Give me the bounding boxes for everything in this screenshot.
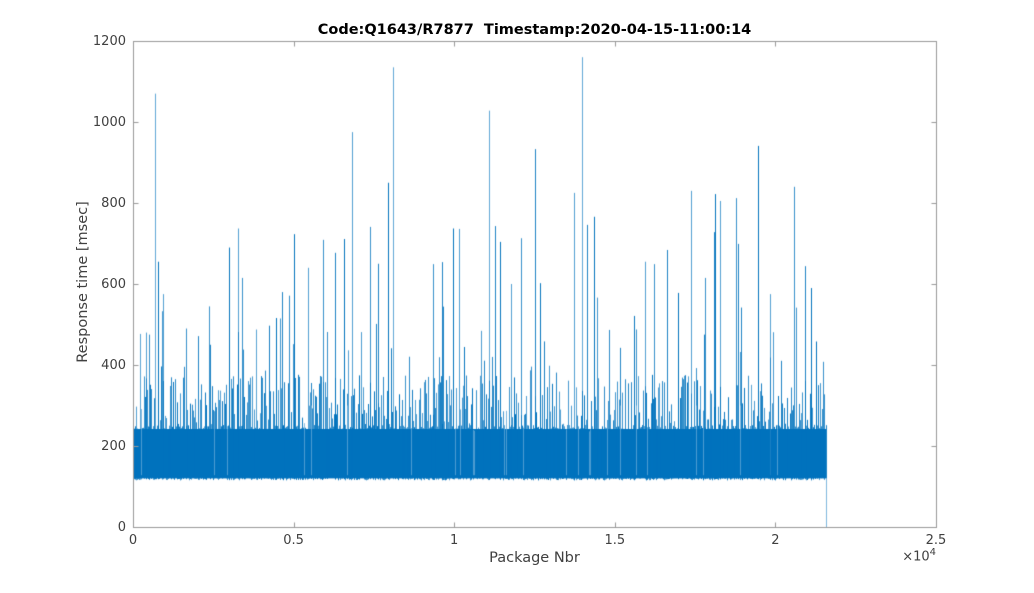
- y-tick-label: 800: [101, 195, 126, 211]
- y-tick-label: 0: [117, 519, 126, 535]
- x-tick-label: 0.5: [283, 533, 304, 548]
- chart-title: Code:Q1643/R7877 Timestamp:2020-04-15-11…: [317, 22, 752, 38]
- x-axis-multiplier-exponent: 4: [929, 547, 936, 558]
- x-axis-label: Package Nbr: [489, 550, 580, 566]
- y-tick-label: 1000: [92, 114, 126, 130]
- x-tick-label: 2.5: [925, 533, 947, 548]
- x-tick-label: 0: [128, 533, 138, 548]
- x-axis-multiplier-base: ×10: [902, 549, 930, 565]
- y-tick-label: 400: [101, 357, 126, 373]
- x-tick-label: 1: [450, 533, 459, 548]
- y-tick-label: 600: [101, 276, 126, 292]
- x-axis-multiplier: ×104: [846, 547, 936, 564]
- x-tick-label: 2: [771, 533, 780, 548]
- x-tick-label: 1.5: [604, 533, 626, 548]
- y-tick-label: 200: [101, 438, 126, 454]
- y-tick-label: 1200: [92, 33, 126, 49]
